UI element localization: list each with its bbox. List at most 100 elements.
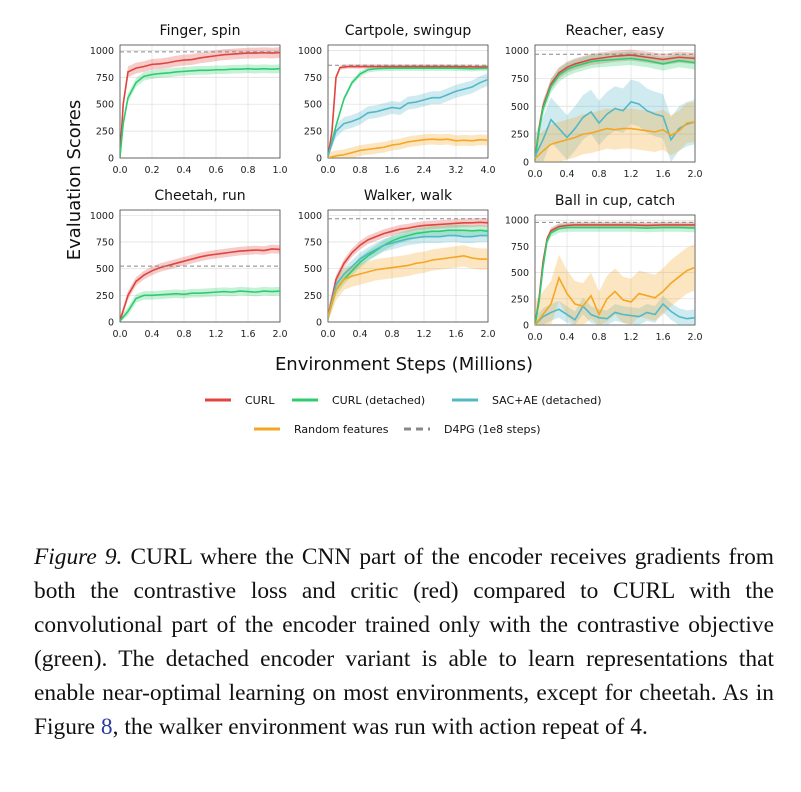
plot-frame: [119, 44, 281, 159]
series-sac_ae: [535, 100, 695, 157]
x-tick-label: 0.4: [559, 169, 574, 180]
plot-frame: [534, 214, 696, 326]
panel-3: Reacher, easy 0.0 0.4 0.8 1.2 1.6 2.0 0 250 500 75…: [505, 23, 703, 180]
x-tick-label: 0.8: [176, 329, 191, 340]
plot-frame: [327, 44, 489, 159]
caption-figure-ref-link[interactable]: 8: [100, 714, 113, 740]
y-tick-label: 750: [96, 238, 114, 249]
series-curl_detached: [535, 57, 695, 160]
series-sac_ae: [328, 78, 488, 157]
x-tick-label: 2.0: [687, 332, 702, 343]
plot-frame: [327, 209, 489, 323]
legend-item-curl_detached: CURL (detached): [292, 394, 425, 407]
band-sac_ae: [535, 79, 695, 162]
band-random: [328, 245, 488, 322]
x-tick-label: 0.4: [559, 332, 574, 343]
panel-title: Reacher, easy: [566, 23, 665, 39]
series-curl: [328, 65, 488, 158]
y-tick-label: 750: [96, 73, 114, 84]
legend-label: Random features: [294, 423, 389, 436]
x-tick-label: 0.4: [176, 165, 191, 176]
y-tick-label: 500: [304, 264, 322, 275]
y-tick-label: 1000: [505, 216, 529, 227]
x-tick-label: 0.8: [591, 332, 606, 343]
y-tick-label: 0: [108, 154, 114, 165]
x-tick-label: 0.2: [144, 165, 159, 176]
band-curl_detached: [120, 64, 280, 158]
y-tick-label: 750: [304, 238, 322, 249]
x-tick-label: 1.2: [208, 329, 223, 340]
plot-frame: [534, 44, 696, 163]
legend-label: CURL: [245, 394, 275, 407]
x-tick-label: 1.6: [240, 329, 255, 340]
y-tick-label: 250: [304, 291, 322, 302]
x-tick-label: 1.0: [272, 165, 287, 176]
series-random: [535, 266, 695, 325]
y-tick-label: 250: [96, 127, 114, 138]
x-tick-label: 2.0: [480, 329, 495, 340]
figure-9: Finger, spin 0.0 0.2 0.4 0.6 0.8 1.0 0 250 500 750…: [64, 23, 703, 436]
x-tick-label: 1.6: [655, 169, 670, 180]
y-tick-label: 250: [304, 127, 322, 138]
x-tick-label: 0.4: [352, 329, 367, 340]
series-curl_detached: [535, 226, 695, 325]
legend: CURL CURL (detached) SAC+AE (detached) Rand…: [205, 394, 602, 436]
series-random: [328, 138, 488, 158]
x-tick-label: 1.6: [384, 165, 399, 176]
legend-label: SAC+AE (detached): [492, 394, 602, 407]
y-tick-label: 500: [96, 264, 114, 275]
legend-item-sac_ae: SAC+AE (detached): [452, 394, 602, 407]
panel-5: Walker, walk 0.0 0.4 0.8 1.2 1.6 2.0 0 250 500 750…: [298, 188, 496, 340]
x-tick-label: 0.0: [527, 332, 542, 343]
caption-text: CURL where the CNN part of the encoder r…: [34, 544, 774, 740]
x-tick-label: 2.0: [272, 329, 287, 340]
y-tick-label: 750: [511, 242, 529, 253]
y-tick-label: 1000: [90, 211, 114, 222]
legend-item-d4pg: D4PG (1e8 steps): [404, 423, 541, 436]
series-curl: [120, 51, 280, 157]
x-tick-label: 0.0: [527, 169, 542, 180]
series-sac_ae: [535, 302, 695, 325]
legend-item-random: Random features: [254, 423, 389, 436]
series-sac_ae: [328, 234, 488, 317]
band-curl_detached: [328, 224, 488, 322]
series-curl: [120, 248, 280, 322]
caption-label: Figure 9.: [34, 544, 123, 570]
series-random: [535, 121, 695, 160]
band-sac_ae: [535, 295, 695, 325]
panel-title: Cartpole, swingup: [345, 23, 472, 39]
y-tick-label: 750: [304, 73, 322, 84]
series-random: [328, 255, 488, 317]
series-curl_detached: [120, 290, 280, 322]
panel-1: Finger, spin 0.0 0.2 0.4 0.6 0.8 1.0 0 250 500 750…: [90, 23, 288, 176]
y-tick-label: 500: [304, 100, 322, 111]
panel-4: Cheetah, run 0.0 0.4 0.8 1.2 1.6 2.0 0 250 500 750…: [90, 188, 288, 340]
x-tick-label: 1.2: [416, 329, 431, 340]
band-random: [535, 101, 695, 162]
y-tick-label: 1000: [298, 46, 322, 57]
y-tick-label: 0: [523, 321, 529, 332]
x-tick-label: 0.8: [240, 165, 255, 176]
y-tick-label: 1000: [298, 211, 322, 222]
x-tick-label: 0.0: [112, 329, 127, 340]
x-tick-label: 4.0: [480, 165, 495, 176]
band-sac_ae: [328, 229, 488, 322]
legend-label: D4PG (1e8 steps): [444, 423, 541, 436]
series-curl_detached: [120, 67, 280, 158]
x-tick-label: 1.2: [623, 169, 638, 180]
x-axis-label: Environment Steps (Millions): [275, 354, 533, 375]
x-tick-label: 1.2: [623, 332, 638, 343]
legend-label: CURL (detached): [332, 394, 425, 407]
x-tick-label: 0.4: [144, 329, 159, 340]
y-tick-label: 0: [316, 318, 322, 329]
band-random: [328, 133, 488, 158]
x-tick-label: 2.4: [416, 165, 431, 176]
band-curl: [120, 47, 280, 158]
x-tick-label: 0.8: [384, 329, 399, 340]
x-tick-label: 0.8: [591, 169, 606, 180]
panel-title: Cheetah, run: [154, 188, 245, 204]
panel-title: Ball in cup, catch: [555, 193, 675, 209]
y-tick-label: 250: [96, 291, 114, 302]
x-tick-label: 1.6: [655, 332, 670, 343]
x-tick-label: 1.6: [448, 329, 463, 340]
